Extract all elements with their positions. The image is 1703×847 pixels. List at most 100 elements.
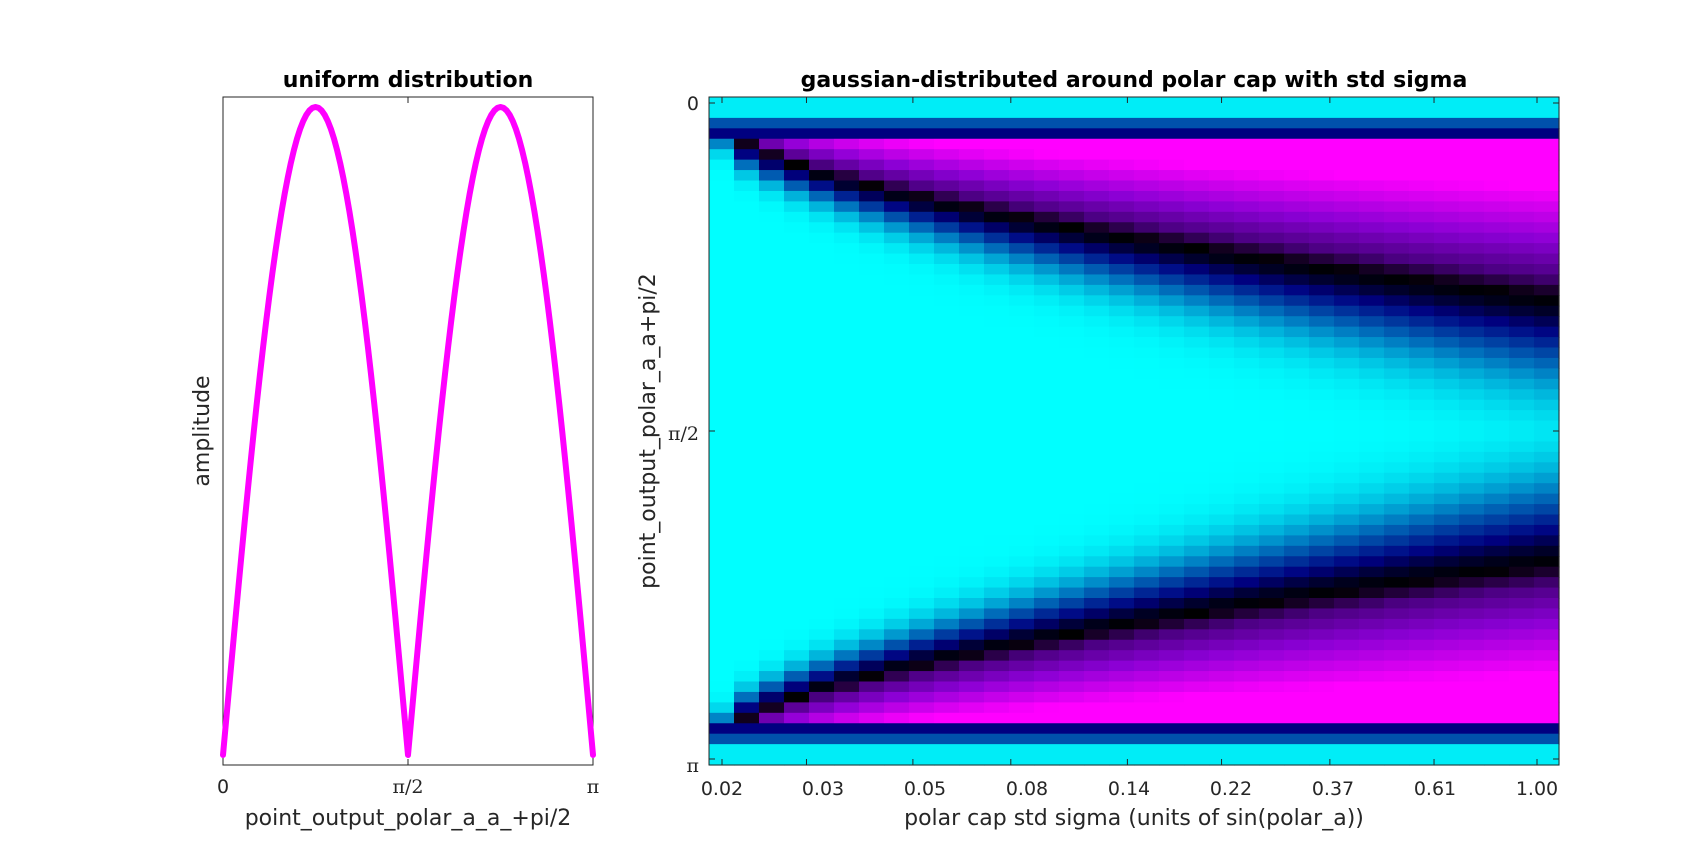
heatmap-cell <box>1534 566 1560 578</box>
heatmap-cell <box>1184 180 1210 192</box>
heatmap-cell <box>1184 618 1210 630</box>
heatmap-cell <box>1234 587 1260 599</box>
heatmap-cell <box>1409 504 1435 516</box>
heatmap-cell <box>884 462 910 474</box>
heatmap-cell <box>1309 535 1335 547</box>
heatmap-cell <box>909 483 935 495</box>
heatmap-cell <box>984 723 1010 735</box>
heatmap-cell <box>1259 201 1285 213</box>
heatmap-cell <box>1334 577 1360 589</box>
heatmap-cell <box>1159 524 1185 536</box>
heatmap-cell <box>1134 754 1160 766</box>
heatmap-cell <box>1284 326 1310 338</box>
heatmap-cell <box>1184 232 1210 244</box>
heatmap-cell <box>884 566 910 578</box>
heatmap-cell <box>809 504 835 516</box>
heatmap-cell <box>734 629 760 641</box>
heatmap-cell <box>1109 483 1135 495</box>
heatmap-cell <box>1109 504 1135 516</box>
heatmap-cell <box>784 639 810 651</box>
heatmap-cell <box>809 232 835 244</box>
heatmap-cell <box>1384 577 1410 589</box>
heatmap-cell <box>1459 524 1485 536</box>
heatmap-cell <box>1459 222 1485 234</box>
heatmap-cell <box>1309 326 1335 338</box>
heatmap-cell <box>1084 337 1110 349</box>
heatmap-cell <box>1409 744 1435 756</box>
heatmap-cell <box>1384 97 1410 109</box>
heatmap-cell <box>934 660 960 672</box>
heatmap-cell <box>1259 243 1285 255</box>
heatmap-cell <box>859 451 885 463</box>
heatmap-cell <box>1534 629 1560 641</box>
heatmap-cell <box>1234 691 1260 703</box>
heatmap-cell <box>984 702 1010 714</box>
heatmap-cell <box>884 712 910 724</box>
heatmap-cell <box>1234 232 1260 244</box>
heatmap-cell <box>859 629 885 641</box>
heatmap-cell <box>1334 347 1360 359</box>
heatmap-cell <box>1384 535 1410 547</box>
heatmap-cell <box>1234 556 1260 568</box>
heatmap-cell <box>959 431 985 443</box>
heatmap-cell <box>734 138 760 150</box>
heatmap-cell <box>1034 472 1060 484</box>
heatmap-cell <box>1284 149 1310 161</box>
heatmap-cell <box>859 347 885 359</box>
heatmap-cell <box>734 618 760 630</box>
heatmap-cell <box>1509 577 1535 589</box>
heatmap-cell <box>1134 639 1160 651</box>
heatmap-cell <box>1484 316 1510 328</box>
heatmap-cell <box>1159 420 1185 432</box>
heatmap-cell <box>1484 472 1510 484</box>
heatmap-cell <box>1084 347 1110 359</box>
heatmap-cell <box>1159 357 1185 369</box>
heatmap-cell <box>1234 681 1260 693</box>
heatmap-cell <box>934 305 960 317</box>
heatmap-cell <box>1334 305 1360 317</box>
heatmap-cell <box>1034 170 1060 182</box>
heatmap-cell <box>1284 577 1310 589</box>
heatmap-cell <box>1309 253 1335 265</box>
heatmap-cell <box>1134 170 1160 182</box>
heatmap-cell <box>809 201 835 213</box>
heatmap-cell <box>1109 733 1135 745</box>
heatmap-cell <box>1259 733 1285 745</box>
heatmap-cell <box>1184 462 1210 474</box>
heatmap-cell <box>1509 337 1535 349</box>
heatmap-cell <box>834 347 860 359</box>
heatmap-cell <box>934 671 960 683</box>
heatmap-cell <box>1034 117 1060 129</box>
heatmap-cell <box>984 389 1010 401</box>
heatmap-cell <box>1084 535 1110 547</box>
heatmap-cell <box>709 326 735 338</box>
heatmap-cell <box>1409 691 1435 703</box>
heatmap-cell <box>834 472 860 484</box>
heatmap-cell <box>1409 420 1435 432</box>
heatmap-cell <box>1409 337 1435 349</box>
heatmap-cell <box>1184 493 1210 505</box>
heatmap-cell <box>734 744 760 756</box>
heatmap-cell <box>809 180 835 192</box>
heatmap-cell <box>984 431 1010 443</box>
heatmap-cell <box>1359 671 1385 683</box>
heatmap-cell <box>1109 232 1135 244</box>
heatmap-cell <box>1134 410 1160 422</box>
heatmap-cell <box>859 232 885 244</box>
heatmap-cell <box>834 671 860 683</box>
heatmap-cell <box>1059 483 1085 495</box>
heatmap-cell <box>1384 128 1410 140</box>
heatmap-cell <box>759 598 785 610</box>
heatmap-cell <box>1309 378 1335 390</box>
heatmap-cell <box>984 483 1010 495</box>
left-chart: uniform distribution 0 π/2 π point_outpu… <box>190 68 599 831</box>
heatmap-cell <box>909 284 935 296</box>
heatmap-cell <box>1284 723 1310 735</box>
heatmap-cell <box>1184 577 1210 589</box>
heatmap-cell <box>1459 462 1485 474</box>
heatmap-cell <box>1334 723 1360 735</box>
heatmap-cell <box>1109 431 1135 443</box>
heatmap-cell <box>934 608 960 620</box>
heatmap-cell <box>834 190 860 202</box>
heatmap-cell <box>1309 222 1335 234</box>
